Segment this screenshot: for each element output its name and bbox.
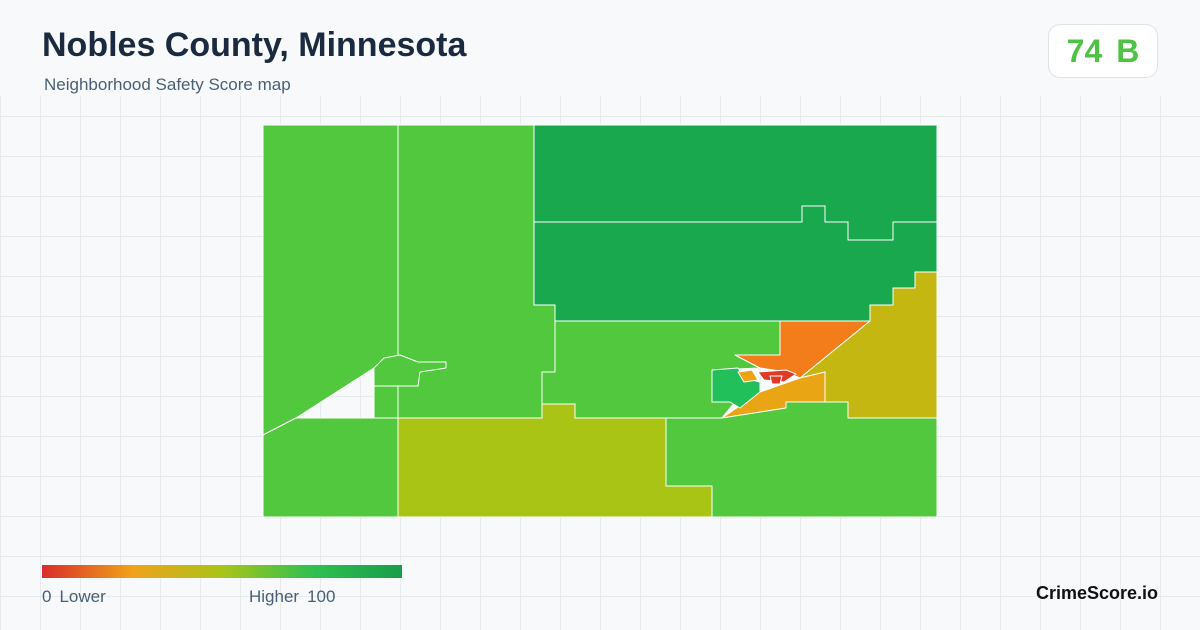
map-region-southeast[interactable]: [665, 401, 938, 518]
map-region-south-central[interactable]: [397, 403, 713, 518]
map-region-west[interactable]: [262, 124, 399, 436]
brand-logo-text[interactable]: CrimeScore.io: [1035, 583, 1158, 603]
score-grade: B: [1116, 32, 1140, 69]
legend-min-value: 0: [42, 587, 52, 606]
page-title: Nobles County, Minnesota: [42, 26, 467, 64]
legend-high: Higher 100: [249, 587, 335, 607]
score-value: 74: [1066, 32, 1103, 69]
page-subtitle: Neighborhood Safety Score map: [44, 75, 291, 94]
legend-max-value: 100: [307, 587, 336, 606]
map-region-city-core[interactable]: [769, 375, 783, 385]
legend-min-label: Lower: [59, 587, 106, 606]
map-region-west-notch[interactable]: [373, 354, 447, 387]
legend-max-label: Higher: [249, 587, 300, 606]
header: [0, 0, 1200, 96]
map-region-southwest-lower[interactable]: [262, 417, 399, 518]
map-region-northwest-middle[interactable]: [397, 124, 556, 419]
map-region-city-center[interactable]: [737, 369, 759, 383]
legend-gradient-bar: [42, 565, 402, 578]
legend-low: 0 Lower: [42, 587, 106, 607]
safety-score-badge: 74 B: [1048, 24, 1158, 78]
